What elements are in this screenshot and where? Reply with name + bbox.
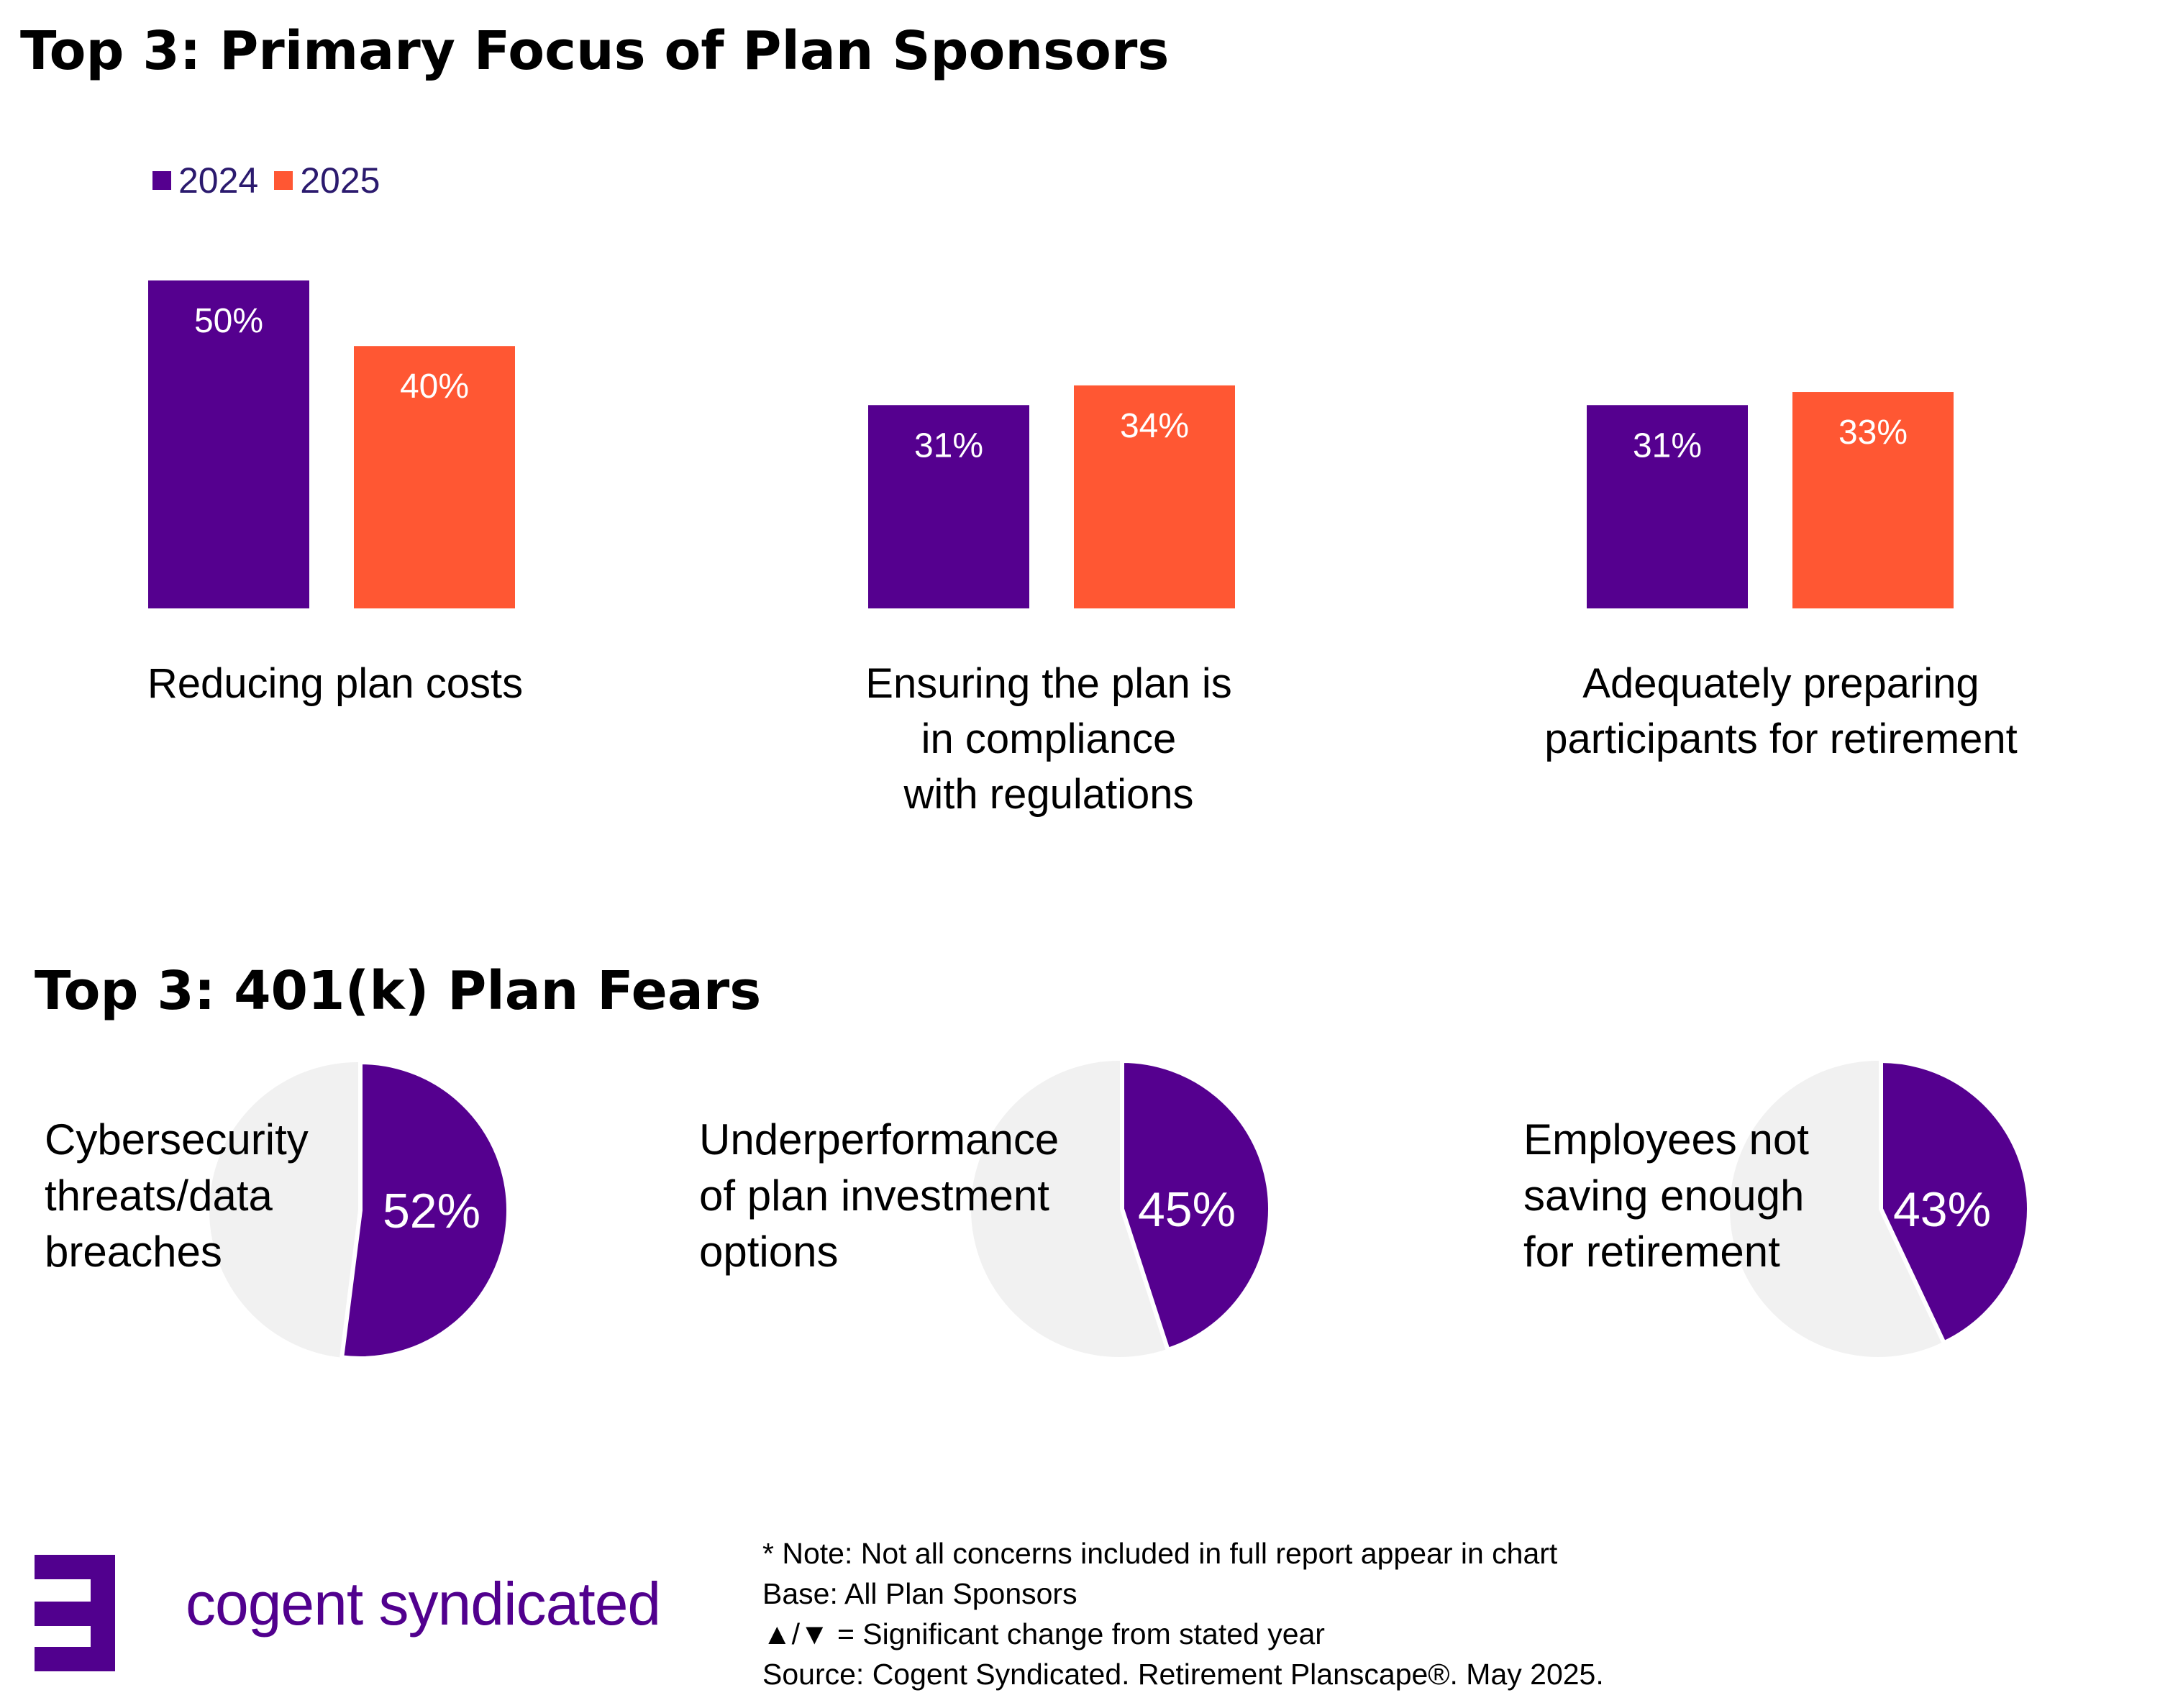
legend-label-2025: 2025 — [300, 160, 380, 201]
legend-swatch-2024 — [152, 171, 171, 190]
bar-section-title: Top 3: Primary Focus of Plan Sponsors — [20, 20, 1170, 82]
bar-2025-0 — [354, 346, 515, 608]
legend-label-2024: 2024 — [178, 160, 259, 201]
bar-value-label: 50% — [194, 302, 263, 340]
pie-section-title: Top 3: 401(k) Plan Fears — [35, 960, 762, 1022]
legend-item-2024: 2024 — [152, 160, 258, 201]
note-line: Base: All Plan Sponsors — [762, 1577, 1077, 1610]
pie-value-slice — [1120, 1058, 1272, 1353]
pie-label-employees-not-saving: Employees not saving enough for retireme… — [1523, 1115, 1809, 1276]
bar-value-label: 31% — [914, 426, 983, 465]
pie-label-cybersecurity: Cybersecurity threats/data breaches — [45, 1115, 309, 1276]
note-line: Source: Cogent Syndicated. Retirement Pl… — [762, 1658, 1604, 1691]
bar-2025-2 — [1792, 392, 1954, 608]
logo-block — [35, 1602, 91, 1626]
logo-block — [35, 1555, 59, 1579]
bar-2024-1 — [868, 405, 1029, 608]
category-label-reducing-costs: Reducing plan costs — [147, 660, 524, 707]
pie-value-label: 43% — [1893, 1182, 1991, 1237]
logo-wordmark: cogent syndicated — [186, 1570, 661, 1638]
pie-value-slice — [339, 1059, 511, 1361]
pie-label-underperformance: Underperformance of plan investment opti… — [699, 1115, 1060, 1276]
legend-swatch-2025 — [274, 171, 293, 190]
bar-value-label: 33% — [1838, 414, 1908, 452]
note-line: * Note: Not all concerns included in ful… — [762, 1537, 1558, 1570]
chart-legend: 2024 2025 — [152, 160, 396, 201]
pie-value-slice — [1879, 1058, 2031, 1346]
pie-value-label: 45% — [1138, 1182, 1236, 1237]
bar-2024-2 — [1587, 405, 1748, 608]
footnotes: * Note: Not all concerns included in ful… — [762, 1533, 1604, 1694]
legend-item-2025: 2025 — [274, 160, 380, 201]
category-label-preparing-participants: Adequately preparing participants for re… — [1544, 660, 2018, 762]
bar-value-label: 31% — [1633, 426, 1702, 465]
bar-value-label: 34% — [1120, 407, 1189, 445]
bar-2024-0 — [148, 280, 309, 608]
bar-2025-1 — [1074, 385, 1235, 608]
note-line: ▲/▼ = Significant change from stated yea… — [762, 1617, 1325, 1650]
bar-value-label: 40% — [400, 367, 469, 406]
logo-block — [35, 1647, 59, 1671]
pie-value-label: 52% — [383, 1184, 480, 1238]
category-label-compliance: Ensuring the plan is in compliance with … — [865, 660, 1232, 818]
